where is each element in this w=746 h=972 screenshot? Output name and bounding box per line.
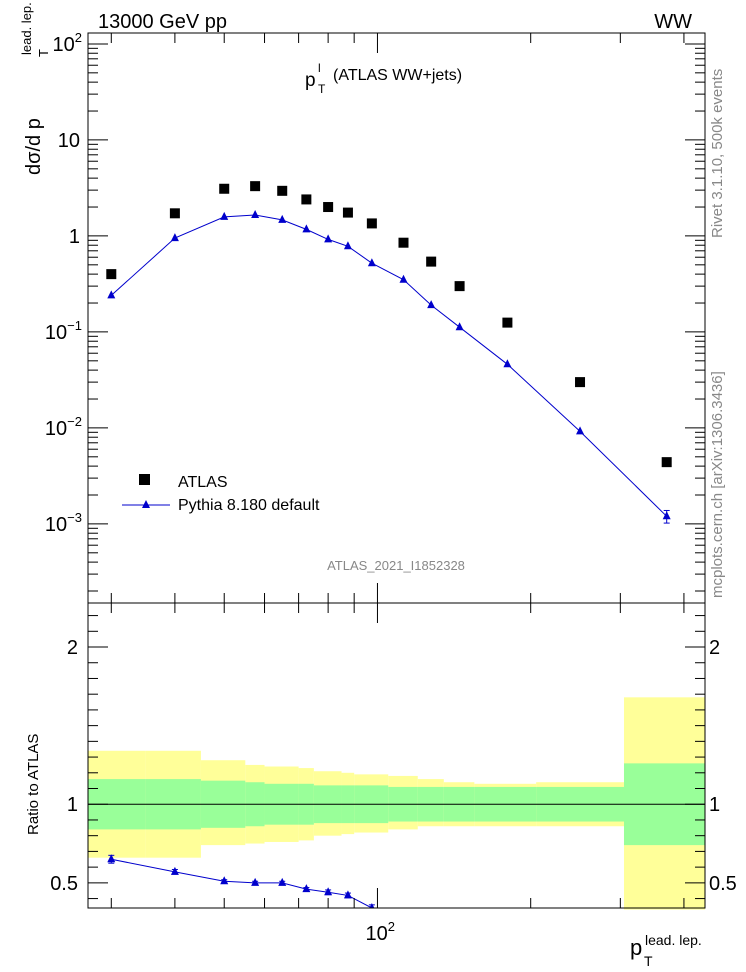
pythia-data-point xyxy=(455,322,464,331)
atlas-data-point xyxy=(342,207,353,218)
pythia-data-point xyxy=(220,211,229,220)
atlas-data-point xyxy=(106,269,117,280)
pythia-data-point xyxy=(343,241,352,250)
ratio-data-point xyxy=(278,877,287,886)
ratio-ytick-label-left: 0.5 xyxy=(50,873,78,895)
ratio-data-point xyxy=(399,916,407,924)
ratio-data-point xyxy=(220,876,229,885)
atlas-data-point xyxy=(219,183,230,194)
ratio-frame xyxy=(87,602,706,909)
main-ytick-label: 10−1 xyxy=(45,318,82,344)
main-ytick-label: 10 xyxy=(58,130,80,152)
main-ytick-label: 102 xyxy=(53,30,82,56)
ratio-uncertainty-bands xyxy=(88,697,705,910)
pythia-data-point xyxy=(302,224,311,233)
main-ylabel-sub: T xyxy=(36,49,51,57)
ratio-series-layer xyxy=(107,854,407,924)
pythia-data-point xyxy=(503,359,512,368)
main-plot-title: p l T (ATLAS WW+jets) xyxy=(305,61,462,96)
main-axes: 10−3 10−2 10−1 1 10 102 xyxy=(45,30,706,604)
atlas-data-point xyxy=(398,237,409,248)
ratio-pythia-line xyxy=(111,858,374,908)
rivet-version-label: Rivet 3.1.10, 500k events xyxy=(709,69,726,238)
pythia-data-point xyxy=(170,233,179,242)
main-frame xyxy=(87,32,706,604)
main-ytick-label: 1 xyxy=(69,226,80,248)
atlas-data-point xyxy=(301,194,312,205)
ratio-xlabel: p lead. lep. T xyxy=(630,932,702,969)
ratio-ytick-label-right: 0.5 xyxy=(709,873,737,895)
atlas-data-point xyxy=(169,208,180,219)
atlas-data-point xyxy=(277,185,288,196)
title-symbol: p xyxy=(305,70,316,91)
ratio-data-point xyxy=(302,884,311,893)
xlabel-sup: lead. lep. xyxy=(645,932,702,948)
pythia-data-point xyxy=(367,258,376,267)
title-symbol-sub: T xyxy=(318,82,326,96)
xlabel-main: p xyxy=(630,935,642,960)
analysis-watermark: ATLAS_2021_I1852328 xyxy=(327,558,465,573)
ratio-ytick-label-right: 2 xyxy=(709,637,720,659)
atlas-data-point xyxy=(661,457,672,468)
mcplots-source-label: mcplots.cern.ch [arXiv:1306.3436] xyxy=(709,371,726,598)
atlas-data-point xyxy=(426,256,437,267)
legend-pythia-label: Pythia 8.180 default xyxy=(178,497,320,514)
ratio-xtick-label: 102 xyxy=(365,919,394,945)
atlas-data-point xyxy=(502,317,513,328)
atlas-data-point xyxy=(323,202,334,213)
title-text: (ATLAS WW+jets) xyxy=(333,67,462,84)
main-ylabel: dσ/d p lead. lep. T xyxy=(19,2,51,175)
xlabel-sub: T xyxy=(644,953,653,969)
pythia-data-point xyxy=(662,511,671,520)
main-ylabel-sup: lead. lep. xyxy=(19,2,34,55)
atlas-data-point xyxy=(250,181,261,192)
main-series-layer xyxy=(106,181,672,524)
pythia-data-point xyxy=(576,426,585,435)
main-ylabel-text: dσ/d p xyxy=(23,118,45,175)
ratio-data-point xyxy=(170,866,179,875)
ratio-data-point xyxy=(324,887,333,896)
ratio-ytick-label-right: 1 xyxy=(709,794,720,816)
main-ytick-label: 10−3 xyxy=(45,510,82,536)
ratio-data-point xyxy=(107,854,116,863)
pythia-data-point xyxy=(251,210,260,219)
ratio-data-point xyxy=(369,903,375,908)
atlas-data-point xyxy=(454,281,465,292)
pythia-data-point xyxy=(427,300,436,309)
ratio-ytick-label-left: 1 xyxy=(67,794,78,816)
header-collision-label: 13000 GeV pp xyxy=(98,11,227,33)
legend: ATLAS Pythia 8.180 default xyxy=(122,474,320,514)
ratio-data-point xyxy=(343,890,352,899)
pythia-data-point xyxy=(399,274,408,283)
pythia-data-point xyxy=(324,234,333,243)
ratio-ytick-label-left: 2 xyxy=(67,637,78,659)
title-symbol-sup: l xyxy=(318,61,321,75)
atlas-data-point xyxy=(366,218,377,229)
ratio-data-point xyxy=(251,877,260,886)
legend-atlas-label: ATLAS xyxy=(178,474,228,491)
legend-pythia-marker xyxy=(142,500,150,508)
pythia-line xyxy=(110,214,668,517)
atlas-data-point xyxy=(575,377,586,388)
ratio-ylabel: Ratio to ATLAS xyxy=(25,734,42,835)
pythia-data-point xyxy=(107,290,116,299)
legend-atlas-marker xyxy=(139,474,150,485)
main-ytick-label: 10−2 xyxy=(45,414,82,440)
header-process-label: WW xyxy=(654,11,692,33)
ratio-axes: 0.5 0.5 1 1 2 2 102 xyxy=(50,602,737,945)
pythia-data-point xyxy=(278,214,287,223)
